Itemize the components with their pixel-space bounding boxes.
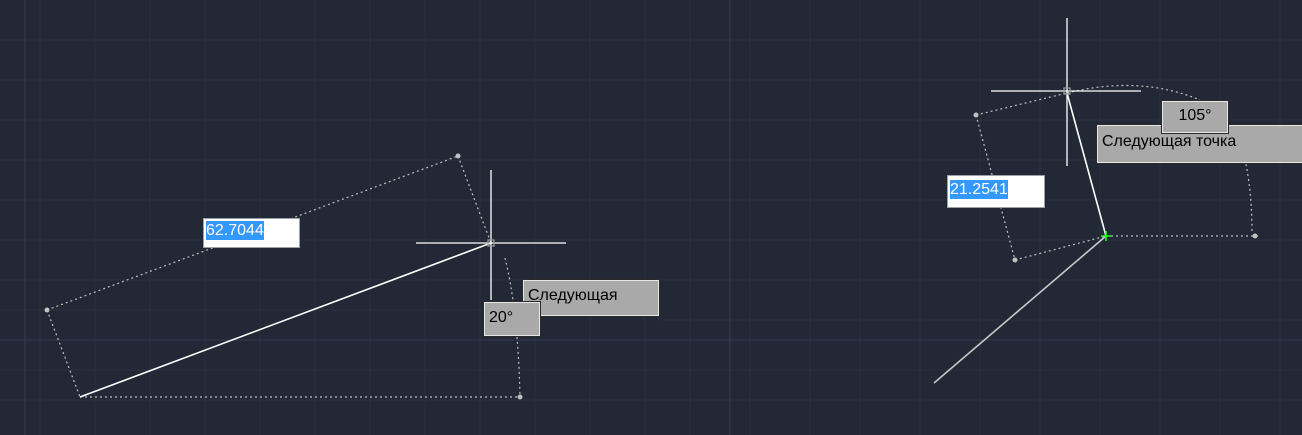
command-prompt-tooltip: Следующая — [523, 280, 659, 316]
crosshair-cursor — [416, 170, 566, 300]
grid-major — [0, 0, 660, 435]
grid — [0, 0, 660, 435]
drawing-viewport-left[interactable]: 62.7044 Следующая 20° — [0, 0, 660, 435]
drawn-line-segment — [1066, 92, 1107, 237]
length-input[interactable]: 21.2541 — [947, 175, 1045, 208]
drawing-canvas-left[interactable] — [0, 0, 660, 435]
drawn-line-segment — [79, 242, 492, 398]
dimension-dotted-lines — [975, 84, 1258, 261]
angle-tooltip: 20° — [484, 302, 540, 336]
dimension-endpoints — [44, 153, 523, 400]
dimension-dotted-lines — [46, 155, 521, 398]
snap-marker-icon — [1101, 231, 1111, 241]
crosshair-cursor — [991, 18, 1141, 166]
drawing-canvas-right[interactable] — [660, 0, 1302, 435]
length-value: 62.7044 — [206, 221, 264, 240]
drawing-viewport-right[interactable]: 21.2541 Следующая точка 105° — [660, 0, 1302, 435]
length-value: 21.2541 — [950, 180, 1008, 199]
angle-tooltip: 105° — [1162, 101, 1228, 133]
grid — [660, 0, 1302, 435]
dimension-endpoints — [973, 112, 1258, 263]
length-input[interactable]: 62.7044 — [203, 218, 300, 248]
grid-major — [660, 0, 1302, 435]
existing-line-segment — [933, 235, 1107, 384]
